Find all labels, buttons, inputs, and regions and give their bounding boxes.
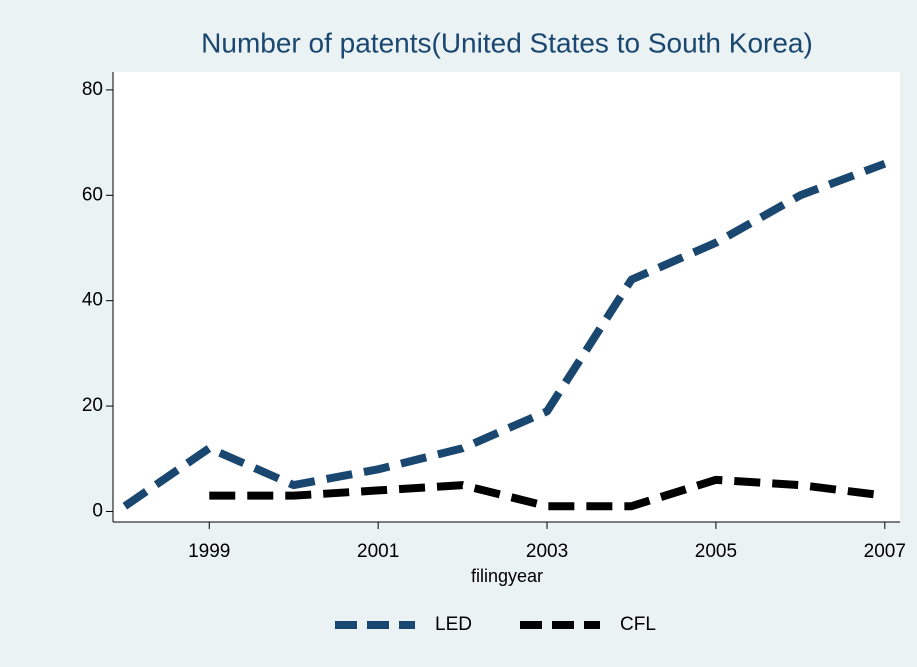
x-tick-label: 1999 [188,541,230,562]
x-tick-label: 2001 [357,541,399,562]
x-tick-label: 2005 [695,541,737,562]
plot-area [113,72,900,522]
x-tick-label: 2003 [526,541,568,562]
legend-label: LED [435,614,472,635]
y-tick-label: 60 [82,184,103,205]
y-tick-label: 20 [82,395,103,416]
chart-title: Number of patents(United States to South… [201,27,813,58]
x-axis-label: filingyear [471,566,543,586]
y-tick-label: 0 [92,500,103,521]
x-tick-label: 2007 [864,541,906,562]
y-tick-label: 80 [82,79,103,100]
y-tick-label: 40 [82,290,103,311]
legend-label: CFL [620,614,656,635]
